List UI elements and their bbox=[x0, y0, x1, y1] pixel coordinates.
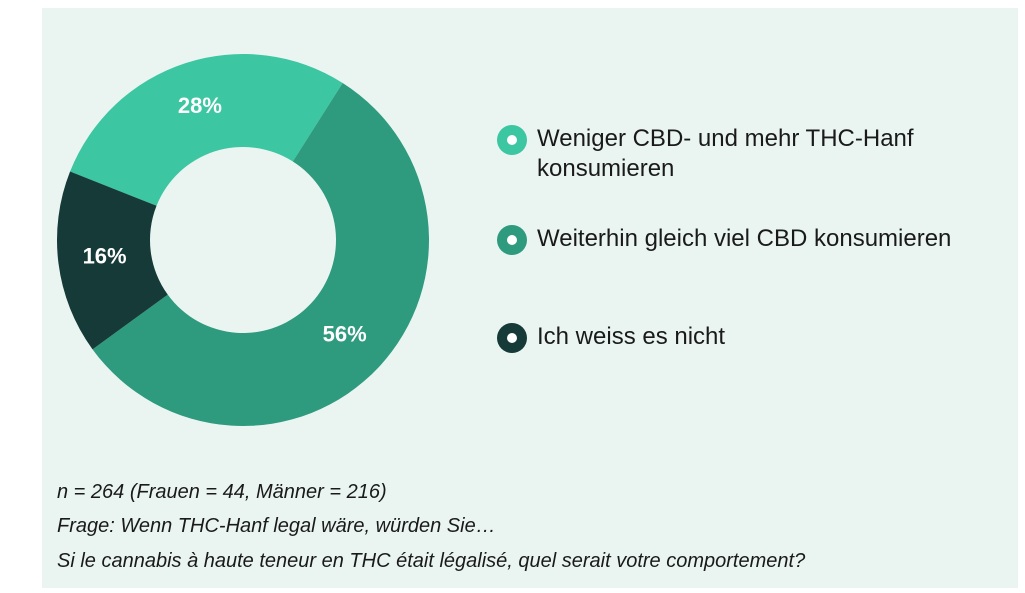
footnote: Frage: Wenn THC-Hanf legal wäre, würden … bbox=[57, 515, 496, 537]
footnote: Si le cannabis à haute teneur en THC éta… bbox=[57, 550, 806, 572]
legend-marker-dot bbox=[507, 135, 517, 145]
donut-slice bbox=[92, 82, 430, 426]
donut-slice bbox=[70, 53, 343, 206]
data-label: 28% bbox=[178, 93, 222, 118]
data-label: 16% bbox=[83, 243, 127, 268]
legend-label: Weiterhin gleich viel CBD konsumieren bbox=[537, 225, 952, 252]
legend-marker-dot bbox=[507, 235, 517, 245]
legend-label: Weniger CBD- und mehr THC-Hanf konsumier… bbox=[537, 125, 914, 182]
donut-slice bbox=[56, 171, 168, 350]
legend-marker-dot bbox=[507, 333, 517, 343]
footnote: n = 264 (Frauen = 44, Männer = 216) bbox=[57, 481, 387, 503]
legend-label: Ich weiss es nicht bbox=[537, 323, 726, 350]
data-label: 56% bbox=[323, 321, 367, 346]
